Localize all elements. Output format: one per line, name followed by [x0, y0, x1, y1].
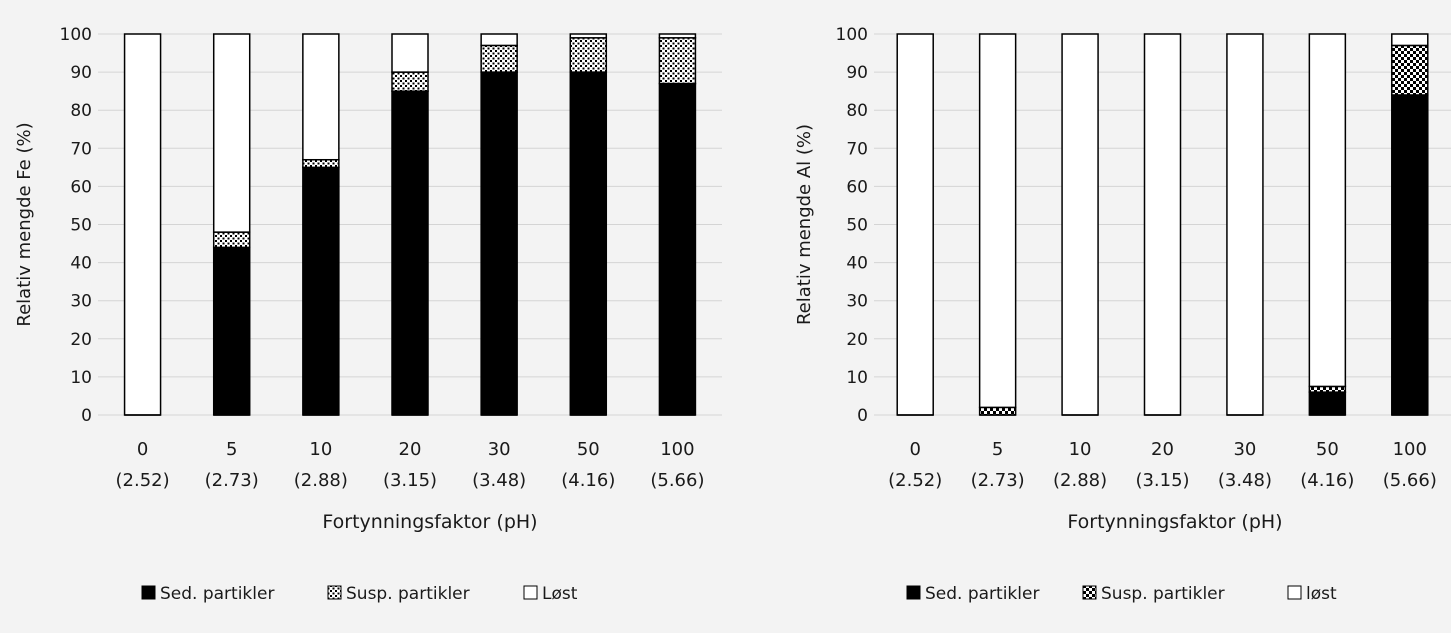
bar-segment-empty: [658, 33, 697, 39]
bar-segment-dots: [212, 231, 251, 249]
legend-label: Sed. partikler: [925, 584, 1039, 604]
bar-segment-solid: [391, 90, 429, 416]
bar-segment-empty: [1226, 33, 1264, 416]
x-tick-label: 100: [1393, 439, 1427, 460]
bar-segment-solid: [1391, 94, 1429, 416]
y-tick-label: 100: [836, 25, 868, 45]
x-tick-label: 5: [226, 439, 237, 460]
x-tick-sublabel: (2.73): [205, 470, 259, 491]
y-tick-label: 50: [846, 216, 868, 236]
x-tick-sublabel: (4.16): [1300, 470, 1354, 491]
bar-segment-solid: [212, 246, 251, 416]
y-tick-label: 70: [70, 139, 92, 159]
x-tick-label: 100: [660, 439, 694, 460]
legend-label: løst: [1306, 584, 1337, 604]
x-tick-label: 0: [909, 439, 920, 460]
x-tick-label: 5: [992, 439, 1003, 460]
y-tick-label: 90: [846, 63, 868, 83]
x-tick-label: 30: [1233, 439, 1256, 460]
x-tick-sublabel: (5.66): [1383, 470, 1437, 491]
legend-label: Susp. partikler: [346, 584, 470, 604]
y-tick-label: 60: [846, 177, 868, 197]
x-tick-label: 0: [137, 439, 148, 460]
x-axis-label: Fortynningsfaktor (pH): [1067, 511, 1282, 533]
y-tick-label: 40: [846, 254, 868, 274]
bar-segment-solid: [569, 71, 608, 416]
y-tick-label: 20: [846, 330, 868, 350]
bar-segment-dots: [302, 158, 340, 169]
x-tick-sublabel: (2.73): [971, 470, 1025, 491]
bar-segment-empty: [1143, 33, 1182, 416]
bar-segment-empty: [212, 33, 251, 233]
bar-segment-empty: [480, 33, 518, 47]
x-tick-sublabel: (2.52): [888, 470, 942, 491]
bar-segment-empty: [302, 33, 340, 161]
y-tick-label: 0: [81, 406, 92, 426]
x-tick-sublabel: (3.48): [472, 470, 526, 491]
bar-segment-empty: [896, 33, 934, 416]
legend-label: Susp. partikler: [1101, 584, 1225, 604]
x-tick-sublabel: (2.52): [116, 470, 170, 491]
y-tick-label: 10: [846, 368, 868, 388]
bar-segment-solid: [480, 71, 518, 416]
x-tick-sublabel: (2.88): [294, 470, 348, 491]
x-tick-label: 20: [399, 439, 422, 460]
y-tick-label: 100: [60, 25, 92, 45]
y-tick-label: 10: [70, 368, 92, 388]
bar-segment-empty: [391, 33, 429, 73]
y-tick-label: 70: [846, 139, 868, 159]
x-tick-sublabel: (4.16): [561, 470, 615, 491]
y-axis-label: Relativ mengde Fe (%): [14, 122, 35, 326]
y-tick-label: 0: [857, 406, 868, 426]
x-tick-label: 50: [577, 439, 600, 460]
legend-swatch: [1287, 585, 1302, 600]
x-tick-sublabel: (3.48): [1218, 470, 1272, 491]
x-axis-label: Fortynningsfaktor (pH): [322, 511, 537, 533]
bar-segment-solid: [302, 166, 340, 416]
y-tick-label: 20: [70, 330, 92, 350]
x-tick-sublabel: (3.15): [1135, 470, 1189, 491]
bar-segment-checker: [1308, 385, 1347, 393]
y-tick-label: 80: [846, 101, 868, 121]
bar-segment-solid: [658, 82, 697, 416]
legend-label: Sed. partikler: [160, 584, 274, 604]
x-tick-label: 30: [488, 439, 511, 460]
y-tick-label: 90: [70, 63, 92, 83]
y-tick-label: 80: [70, 101, 92, 121]
legend-label: Løst: [542, 584, 578, 604]
bar-segment-dots: [658, 37, 697, 85]
bar-segment-empty: [123, 33, 162, 416]
x-tick-sublabel: (5.66): [650, 470, 704, 491]
bar-segment-checker: [978, 406, 1017, 416]
y-tick-label: 30: [70, 292, 92, 312]
bar-segment-solid: [1308, 391, 1347, 416]
x-tick-label: 20: [1151, 439, 1174, 460]
legend-swatch: [1082, 585, 1097, 600]
legend-swatch: [906, 585, 921, 600]
legend-swatch: [327, 585, 342, 600]
x-tick-label: 10: [1069, 439, 1092, 460]
bar-segment-empty: [1308, 33, 1347, 388]
y-tick-label: 30: [846, 292, 868, 312]
bar-segment-dots: [480, 44, 518, 73]
bar-segment-empty: [1391, 33, 1429, 47]
y-axis-label: Relativ mengde Al (%): [794, 124, 815, 325]
y-tick-label: 40: [70, 254, 92, 274]
x-tick-sublabel: (3.15): [383, 470, 437, 491]
bar-segment-empty: [978, 33, 1017, 409]
x-tick-label: 10: [309, 439, 332, 460]
legend-swatch: [523, 585, 538, 600]
y-tick-label: 50: [70, 216, 92, 236]
bar-segment-dots: [391, 71, 429, 92]
legend-swatch: [141, 585, 156, 600]
bar-segment-empty: [569, 33, 608, 39]
y-tick-label: 60: [70, 177, 92, 197]
bar-segment-checker: [1391, 44, 1429, 96]
bar-segment-empty: [1061, 33, 1099, 416]
x-tick-label: 50: [1316, 439, 1339, 460]
x-tick-sublabel: (2.88): [1053, 470, 1107, 491]
bar-segment-dots: [569, 37, 608, 73]
